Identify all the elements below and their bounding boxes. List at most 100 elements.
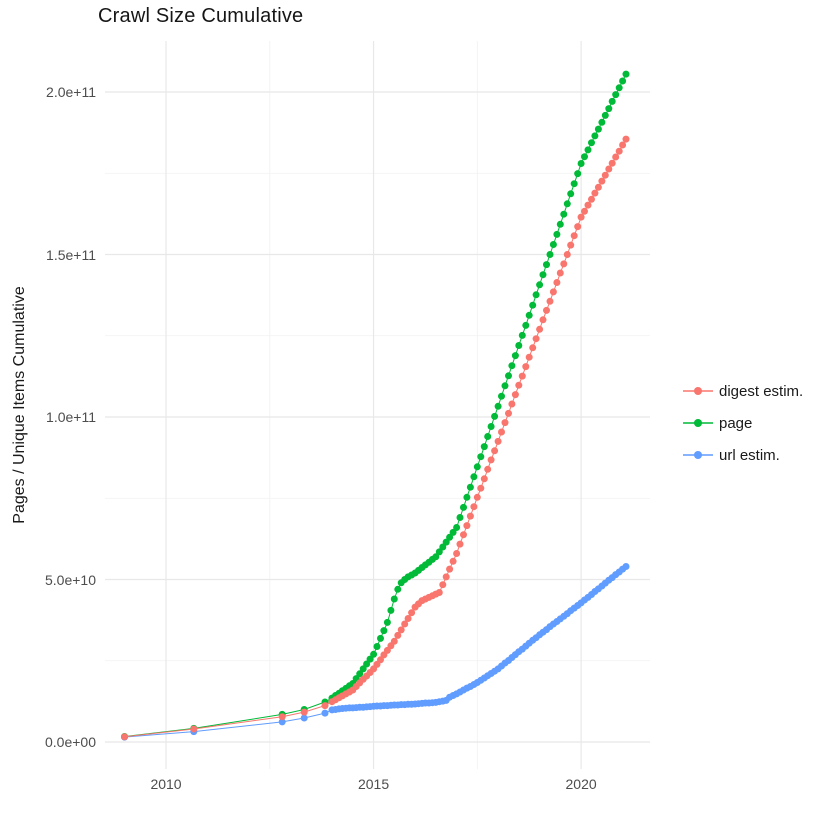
data-point-digest-estim [570,232,578,240]
data-point-digest-estim [460,531,467,539]
x-tick-label: 2020 [565,776,597,792]
legend-item-url-estim: url estim. [681,439,803,471]
data-point-page [390,595,398,603]
data-point-digest-estim [608,159,616,167]
legend-item-page: page [681,407,803,439]
data-point-digest-estim [619,141,627,149]
data-point-page [370,650,378,658]
data-point-page [560,210,568,218]
data-point-page [387,606,395,614]
data-point-digest-estim [456,540,464,548]
series-url-estim [121,563,630,741]
legend-key-page-icon [683,419,713,427]
data-point-digest-estim [529,344,537,352]
data-point-page [460,503,467,511]
legend: digest estim. page url estim. [681,375,803,471]
data-point-page [598,118,606,126]
data-point-page [377,634,384,642]
data-point-page [522,321,530,329]
data-point-digest-estim [494,437,502,445]
data-point-url-estim [300,714,308,722]
data-point-page [591,132,599,140]
data-point-digest-estim [598,177,606,185]
data-point-page [501,382,509,390]
data-point-digest-estim [567,241,575,249]
data-point-page [608,97,616,105]
chart-title: Crawl Size Cumulative [98,5,304,27]
data-point-page [511,352,519,360]
data-point-digest-estim [501,419,509,427]
y-tick-label: 1.0e+11 [46,409,96,426]
data-point-page [532,291,540,299]
data-point-digest-estim [508,400,516,408]
data-point-page [498,392,505,400]
legend-label: page [719,414,753,432]
data-point-digest-estim [536,325,544,333]
data-point-digest-estim [487,456,495,464]
data-point-page [366,655,374,663]
data-point-page [446,533,454,541]
legend-label: url estim. [719,446,780,464]
data-point-digest-estim [615,147,623,155]
data-point-digest-estim [553,279,561,286]
data-point-digest-estim [532,335,540,343]
data-point-url-estim [622,563,630,570]
data-point-url-estim [278,718,286,726]
data-point-digest-estim [498,428,505,436]
data-point-page [615,84,623,92]
data-point-digest-estim [612,153,620,161]
x-tick-label: 2015 [357,776,390,792]
data-point-page [439,543,447,551]
data-point-digest-estim [439,581,447,589]
data-point-digest-estim [563,251,571,258]
data-point-url-estim [321,709,329,717]
legend-key-url-icon [683,451,713,459]
data-point-digest-estim [622,135,630,143]
data-point-page [484,433,492,440]
data-point-page [594,125,602,133]
legend-label: digest estim. [719,382,804,400]
data-point-digest-estim [442,573,450,581]
data-point-digest-estim [278,713,286,721]
data-point-digest-estim [511,391,519,399]
data-point-digest-estim [121,733,128,741]
legend-key-digest-icon [683,387,713,395]
data-point-digest-estim [505,409,512,417]
data-point-digest-estim [408,609,416,617]
data-point-page [394,585,402,593]
data-point-page [518,331,526,339]
data-point-digest-estim [556,269,564,277]
data-point-page [432,553,440,561]
data-point-page [588,139,595,147]
data-point-page [491,412,499,420]
data-point-page [581,153,588,161]
data-point-page [373,643,381,650]
data-point-digest-estim [397,626,405,634]
y-tick-label: 5.0e+10 [45,571,96,588]
data-point-page [574,170,582,178]
data-point-page [556,220,564,228]
data-point-digest-estim [601,171,609,179]
data-point-page [570,180,578,188]
data-point-page [605,105,613,113]
data-point-digest-estim [446,565,454,573]
data-point-digest-estim [477,484,485,492]
data-point-digest-estim [435,589,443,596]
data-point-digest-estim [449,557,457,565]
data-point-page [612,91,620,99]
data-point-digest-estim [300,708,308,716]
data-point-page [480,443,488,451]
data-point-page [549,241,557,248]
data-point-page [601,111,609,119]
data-point-digest-estim [466,512,474,520]
data-point-page [449,528,457,536]
data-point-digest-estim [560,260,568,268]
data-point-page [383,618,391,626]
data-point-digest-estim [543,306,550,314]
data-point-page [536,281,544,289]
data-point-page [553,230,561,238]
data-point-digest-estim [546,297,554,305]
data-point-page [563,200,571,208]
legend-item-digest-estim: digest estim. [681,375,803,407]
